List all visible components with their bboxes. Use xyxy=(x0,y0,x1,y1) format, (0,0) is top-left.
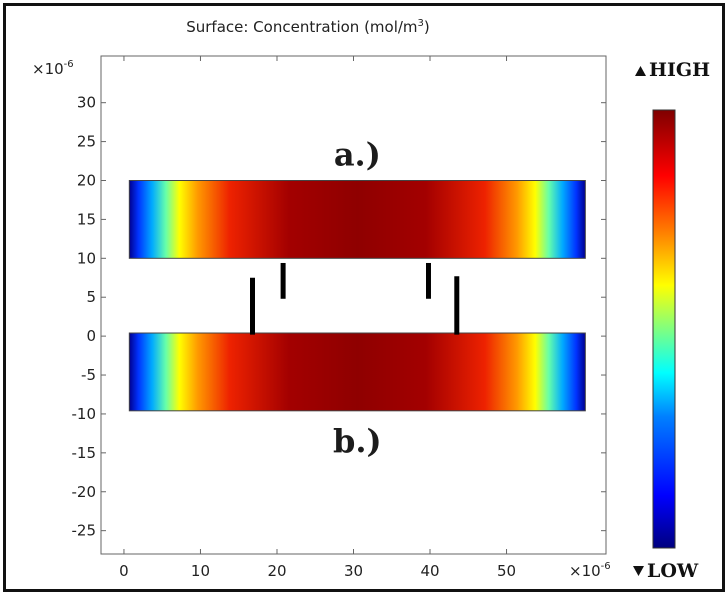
y-tick-label: -10 xyxy=(72,405,97,423)
x-tick-label: 20 xyxy=(267,562,286,580)
x-tick-label: 40 xyxy=(420,562,439,580)
concentration-domain xyxy=(128,332,586,412)
y-tick-label: 0 xyxy=(86,327,96,345)
figure-frame: Surface: Concentration (mol/m3) 30 25 20 15… xyxy=(3,3,725,592)
x-tick-label: 0 xyxy=(119,562,129,580)
electrodes xyxy=(250,262,460,335)
x-multiplier: ×10-6 xyxy=(569,561,611,580)
x-tick-label: 10 xyxy=(191,562,210,580)
concentration-domain xyxy=(128,180,586,259)
y-tick-label: 20 xyxy=(77,172,96,190)
colorbar-low-label: LOW xyxy=(647,560,699,582)
y-tick-label: 5 xyxy=(86,288,96,306)
domain-label: b.) xyxy=(333,422,382,460)
domains: a.) b.) xyxy=(128,136,586,460)
y-tick-label: 15 xyxy=(77,210,96,228)
colorbar xyxy=(652,109,676,549)
triangle-up-icon xyxy=(635,66,646,76)
y-tick-label: -25 xyxy=(72,522,97,540)
y-tick-label: -5 xyxy=(81,366,96,384)
triangle-down-icon xyxy=(633,566,644,576)
x-tick-label: 50 xyxy=(497,562,516,580)
concentration-chart: Surface: Concentration (mol/m3) 30 25 20 15… xyxy=(32,18,710,582)
colorbar-high-label: HIGH xyxy=(649,59,710,81)
chart-title: Surface: Concentration (mol/m3) xyxy=(186,18,430,36)
y-tick-label: 25 xyxy=(77,133,96,151)
y-tick-label: -20 xyxy=(72,483,97,501)
y-tick-label: 10 xyxy=(77,249,96,267)
y-multiplier: ×10-6 xyxy=(32,59,74,78)
y-tick-label: 30 xyxy=(77,94,96,112)
y-tick-label: -15 xyxy=(72,444,97,462)
plot-area xyxy=(100,55,607,555)
x-tick-label: 30 xyxy=(344,562,363,580)
domain-label: a.) xyxy=(334,136,381,174)
